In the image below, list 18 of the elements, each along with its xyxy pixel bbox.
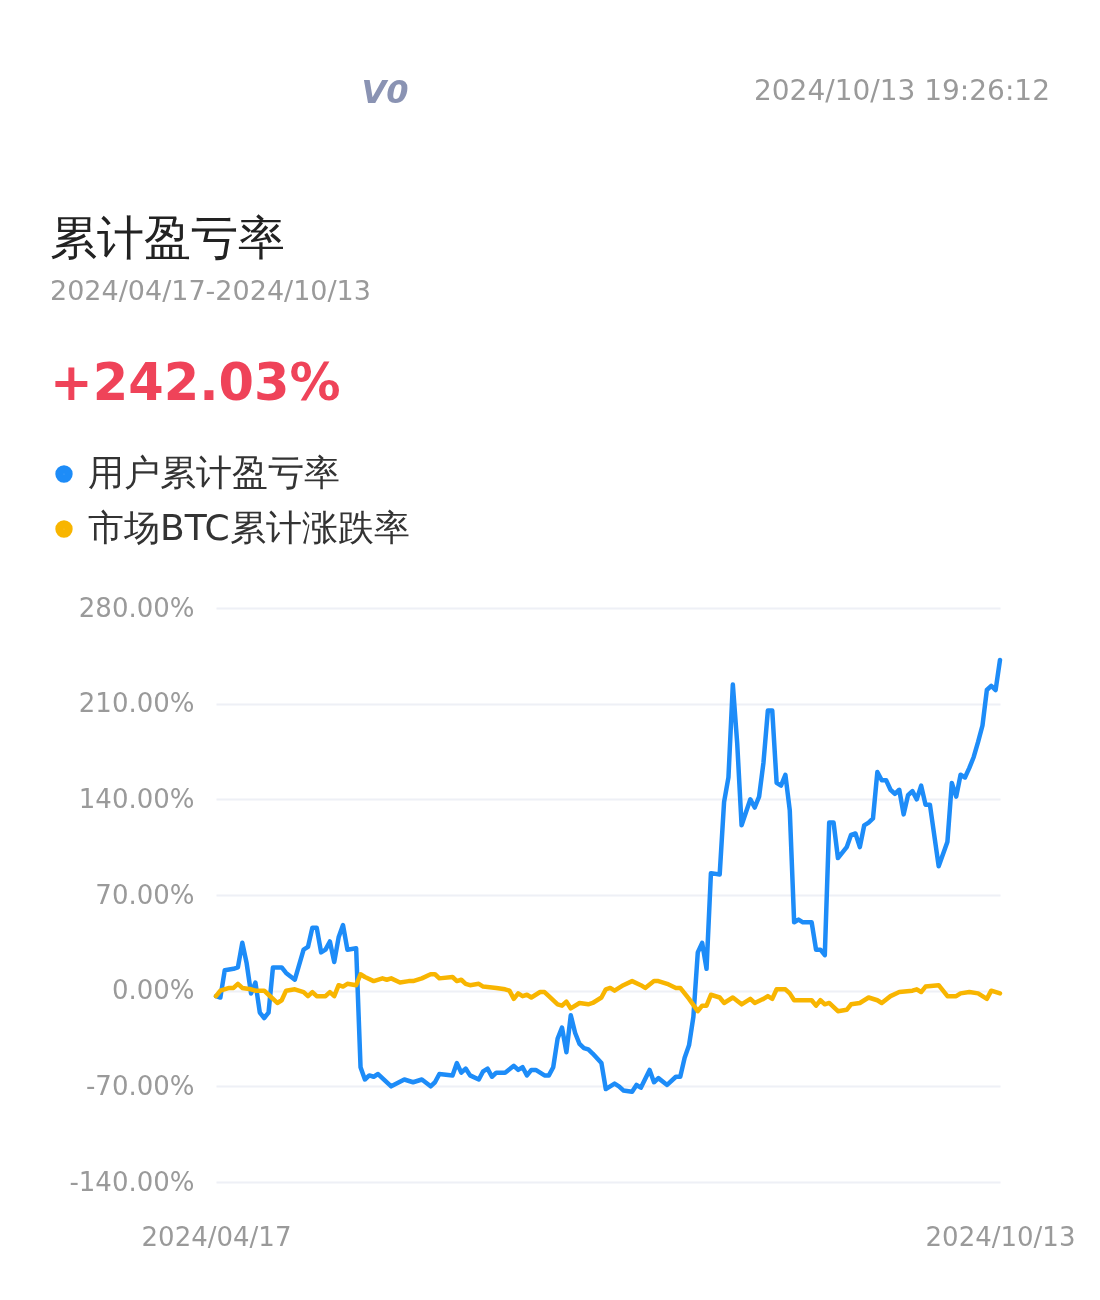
y-tick-label: -140.00% — [69, 1166, 195, 1197]
chart-subtitle: 2024/04/17-2024/10/13 — [50, 275, 371, 306]
legend-label: 市场BTC累计涨跌率 — [88, 507, 410, 548]
y-tick-label: 0.00% — [111, 975, 195, 1006]
y-tick-label: 210.00% — [78, 688, 195, 719]
text: +242.03% — [50, 353, 341, 412]
text: V0 — [361, 73, 409, 111]
y-tick-label: 70.00% — [95, 879, 195, 910]
y-tick-label: -70.00% — [85, 1070, 195, 1101]
legend-label: 用户累计盈亏率 — [88, 452, 340, 493]
chart-title: 累计盈亏率 — [50, 210, 285, 265]
line-series — [213, 972, 1003, 1014]
y-tick-label: 280.00% — [78, 592, 195, 623]
text: 2024/10/13 19:26:12 — [753, 74, 1050, 107]
x-tick-label: 2024/10/13 — [925, 1221, 1076, 1252]
line-series — [213, 657, 1003, 1095]
y-tick-label: 140.00% — [78, 783, 195, 814]
x-tick-label: 2024/04/17 — [141, 1221, 292, 1252]
